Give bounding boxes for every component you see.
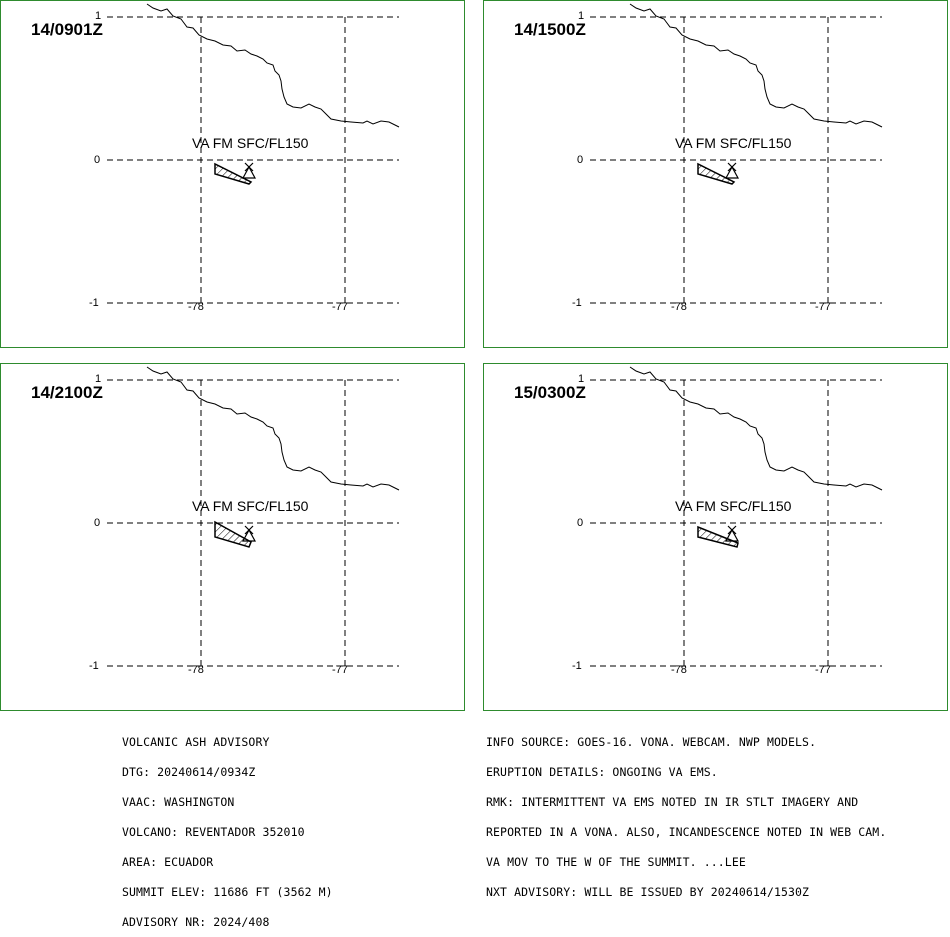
- summit-x-icon: [727, 525, 737, 535]
- summit-x-icon: [244, 525, 254, 535]
- advisory-line: ERUPTION DETAILS: ONGOING VA EMS.: [486, 765, 718, 779]
- map-panel-3: 1 0 -1 -78 -77 VA FM SFC/FL150 14/2100Z: [0, 363, 465, 711]
- map-canvas: 1 0 -1 -78 -77 VA FM SFC/FL150: [89, 366, 400, 676]
- advisory-right-text: INFO SOURCE: GOES-16. VONA. WEBCAM. NWP …: [486, 717, 886, 907]
- lon-tick-label: -77: [815, 301, 831, 313]
- advisory-line: ADVISORY NR: 2024/408: [122, 915, 270, 929]
- ash-area: [697, 525, 739, 548]
- volcano-icon: [724, 165, 740, 179]
- lat-tick-label: 1: [95, 10, 101, 22]
- lon-tick-label: -77: [332, 664, 348, 676]
- va-label: VA FM SFC/FL150: [675, 498, 792, 514]
- coastline: [629, 366, 883, 491]
- lon-tick-label: -78: [188, 664, 204, 676]
- va-label: VA FM SFC/FL150: [675, 135, 792, 151]
- ash-area: [214, 520, 252, 548]
- lat-tick-label: 0: [577, 154, 583, 166]
- panel-time: 15/0300Z: [514, 383, 586, 402]
- lat-tick-label: 0: [94, 517, 100, 529]
- map-panel-4: 1 0 -1 -78 -77 VA FM SFC/FL150 15/0300Z: [483, 363, 948, 711]
- advisory-line: VA MOV TO THE W OF THE SUMMIT. ...LEE: [486, 855, 746, 869]
- lon-tick-label: -77: [815, 664, 831, 676]
- lon-tick-label: -78: [671, 664, 687, 676]
- panel-time: 14/1500Z: [514, 20, 586, 39]
- ash-area: [697, 162, 736, 185]
- lat-tick-label: -1: [572, 660, 582, 672]
- map-panel-2: 1 0 -1 -78 -77 VA FM SFC/FL150 14/1500Z: [483, 0, 948, 348]
- advisory-line: VOLCANO: REVENTADOR 352010: [122, 825, 305, 839]
- map-canvas: 1 0 -1 -78 -77 VA FM SFC/FL150: [572, 366, 883, 676]
- va-label: VA FM SFC/FL150: [192, 135, 309, 151]
- advisory-line: SUMMIT ELEV: 11686 FT (3562 M): [122, 885, 333, 899]
- summit-x-icon: [244, 162, 254, 172]
- advisory-left-text: VOLCANIC ASH ADVISORY DTG: 20240614/0934…: [122, 717, 333, 937]
- advisory-line: NXT ADVISORY: WILL BE ISSUED BY 20240614…: [486, 885, 810, 899]
- map-panel-1: 1 0 -1 -78 -77 VA FM SFC/FL150 14/0901Z: [0, 0, 465, 348]
- summit-x-icon: [727, 162, 737, 172]
- map-canvas: 1 0 -1 -78 -77 VA FM SFC/FL150: [89, 3, 400, 313]
- advisory-line: VOLCANIC ASH ADVISORY: [122, 735, 270, 749]
- advisory-line: DTG: 20240614/0934Z: [122, 765, 256, 779]
- map-canvas: 1 0 -1 -78 -77 VA FM SFC/FL150: [572, 3, 883, 313]
- lat-tick-label: 1: [95, 373, 101, 385]
- lat-tick-label: -1: [572, 297, 582, 309]
- volcano-icon: [241, 165, 257, 179]
- coastline: [146, 3, 400, 128]
- lon-tick-label: -78: [671, 301, 687, 313]
- ash-area: [214, 162, 253, 185]
- lat-tick-label: 1: [578, 10, 584, 22]
- lat-tick-label: 1: [578, 373, 584, 385]
- panel-time: 14/2100Z: [31, 383, 103, 402]
- volcano-icon: [241, 528, 257, 542]
- advisory-line: REPORTED IN A VONA. ALSO, INCANDESCENCE …: [486, 825, 887, 839]
- advisory-line: AREA: ECUADOR: [122, 855, 214, 869]
- coastline: [629, 3, 883, 128]
- lat-tick-label: -1: [89, 660, 99, 672]
- lat-tick-label: 0: [577, 517, 583, 529]
- advisory-line: VAAC: WASHINGTON: [122, 795, 235, 809]
- lon-tick-label: -77: [332, 301, 348, 313]
- volcano-icon: [724, 528, 740, 542]
- lat-tick-label: 0: [94, 154, 100, 166]
- lat-tick-label: -1: [89, 297, 99, 309]
- va-label: VA FM SFC/FL150: [192, 498, 309, 514]
- advisory-line: INFO SOURCE: GOES-16. VONA. WEBCAM. NWP …: [486, 735, 817, 749]
- lon-tick-label: -78: [188, 301, 204, 313]
- advisory-line: RMK: INTERMITTENT VA EMS NOTED IN IR STL…: [486, 795, 859, 809]
- coastline: [146, 366, 400, 491]
- panel-time: 14/0901Z: [31, 20, 103, 39]
